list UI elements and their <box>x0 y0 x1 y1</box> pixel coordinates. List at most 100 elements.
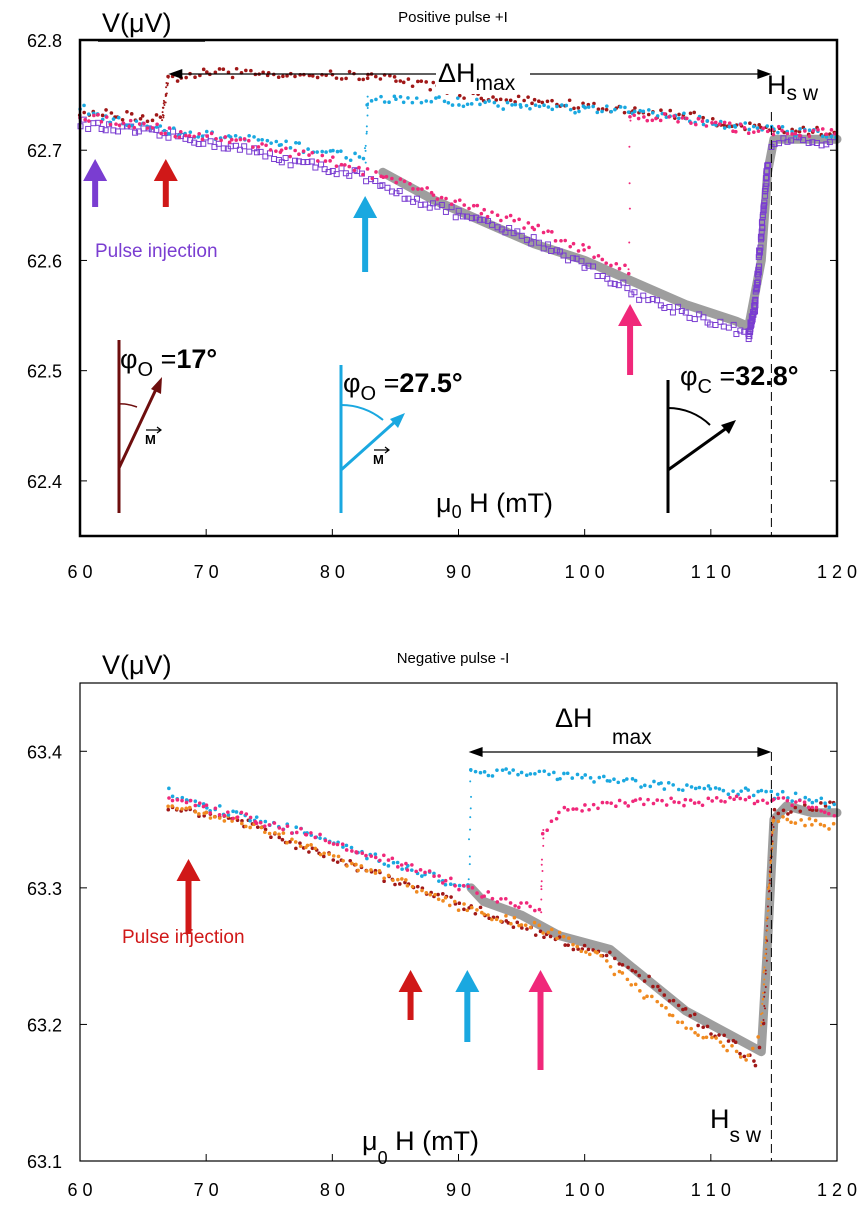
data-point <box>737 327 744 334</box>
data-point <box>637 973 642 978</box>
data-point <box>465 908 470 913</box>
data-point <box>813 818 818 823</box>
data-point <box>138 116 143 121</box>
inset-3-arrowhead <box>721 420 736 434</box>
data-point <box>161 111 164 114</box>
data-point <box>811 128 816 133</box>
data-point <box>652 779 656 784</box>
data-point <box>104 115 109 119</box>
data-point <box>260 142 264 146</box>
data-point <box>193 75 197 80</box>
series-pink <box>78 112 838 276</box>
data-point <box>164 101 167 104</box>
data-point <box>827 827 831 831</box>
data-point <box>201 804 206 809</box>
delta-h-right-arrowhead <box>757 69 772 79</box>
data-point <box>339 149 343 154</box>
data-point <box>722 120 727 125</box>
data-point <box>685 783 689 787</box>
data-point <box>251 145 255 149</box>
data-point <box>409 868 414 872</box>
data-point <box>642 115 646 119</box>
axis-ticks <box>79 750 838 1162</box>
x-tick-label: 6 0 <box>67 1180 92 1200</box>
data-point <box>482 894 486 898</box>
data-point <box>746 1053 751 1058</box>
data-point <box>468 768 473 772</box>
data-point <box>762 971 765 974</box>
data-point <box>651 984 655 989</box>
data-point <box>706 784 711 788</box>
data-point <box>766 916 769 919</box>
data-point <box>288 154 292 159</box>
data-point <box>496 104 500 108</box>
data-point <box>704 1035 709 1040</box>
data-point <box>794 800 798 804</box>
data-point <box>744 1058 748 1062</box>
data-point <box>308 158 315 165</box>
data-point <box>755 272 762 279</box>
data-point <box>281 831 286 835</box>
data-point <box>441 892 445 896</box>
data-point <box>482 207 487 212</box>
data-point <box>761 126 766 131</box>
series-darkred <box>166 800 836 1068</box>
data-point <box>700 119 705 124</box>
data-point <box>366 106 369 109</box>
data-point <box>429 200 436 207</box>
data-point <box>537 769 542 774</box>
data-point <box>523 236 530 243</box>
data-point <box>512 218 516 223</box>
m-label-2: M <box>373 452 384 467</box>
axis-ticks <box>79 39 838 536</box>
data-point <box>537 99 541 104</box>
data-point <box>400 867 404 871</box>
data-point <box>226 813 231 817</box>
data-point <box>96 112 100 117</box>
data-point <box>576 106 581 110</box>
data-point <box>519 105 523 109</box>
data-point <box>361 172 365 177</box>
data-point <box>757 122 761 127</box>
data-point <box>810 808 815 812</box>
data-point <box>200 140 207 147</box>
data-point <box>508 213 513 218</box>
data-point <box>770 127 774 132</box>
data-point <box>150 126 155 130</box>
data-point <box>714 123 718 127</box>
data-point <box>508 901 513 905</box>
data-point <box>166 84 169 87</box>
data-point <box>410 884 415 889</box>
data-point <box>173 134 178 139</box>
data-point <box>545 828 549 832</box>
data-point <box>627 268 630 271</box>
data-point <box>541 230 546 235</box>
data-point <box>127 124 131 129</box>
data-point <box>226 70 231 75</box>
data-point <box>532 97 537 102</box>
data-point <box>490 774 495 778</box>
data-point <box>310 846 315 851</box>
data-point <box>465 102 470 107</box>
data-point <box>469 828 472 831</box>
data-point <box>756 263 763 270</box>
data-point <box>244 68 248 73</box>
data-point <box>684 116 689 121</box>
data-point <box>636 296 643 303</box>
data-point <box>166 804 170 809</box>
inset-2-arrowhead <box>390 413 405 428</box>
data-point <box>823 801 827 806</box>
data-point <box>312 164 319 171</box>
data-point <box>285 840 289 845</box>
data-point <box>491 95 495 99</box>
data-point <box>738 1051 742 1056</box>
data-point <box>550 98 554 103</box>
data-point <box>432 871 436 876</box>
data-point <box>229 137 234 142</box>
data-point <box>121 121 126 125</box>
delta-h-annotation: ΔHmax <box>168 56 772 95</box>
data-point <box>285 74 289 78</box>
data-point <box>542 935 546 940</box>
data-point <box>499 218 503 223</box>
data-point <box>669 309 676 316</box>
